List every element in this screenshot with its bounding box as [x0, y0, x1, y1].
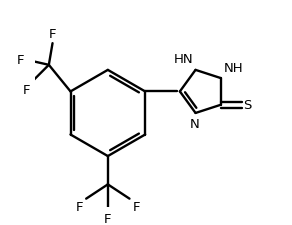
- Text: F: F: [76, 200, 83, 214]
- Text: N: N: [190, 118, 199, 131]
- Text: S: S: [244, 99, 252, 112]
- Text: F: F: [104, 212, 112, 225]
- Text: F: F: [23, 84, 31, 97]
- Text: HN: HN: [173, 53, 193, 66]
- Text: F: F: [133, 200, 140, 214]
- Text: F: F: [17, 54, 24, 67]
- Text: NH: NH: [223, 61, 243, 74]
- Text: F: F: [49, 28, 56, 41]
